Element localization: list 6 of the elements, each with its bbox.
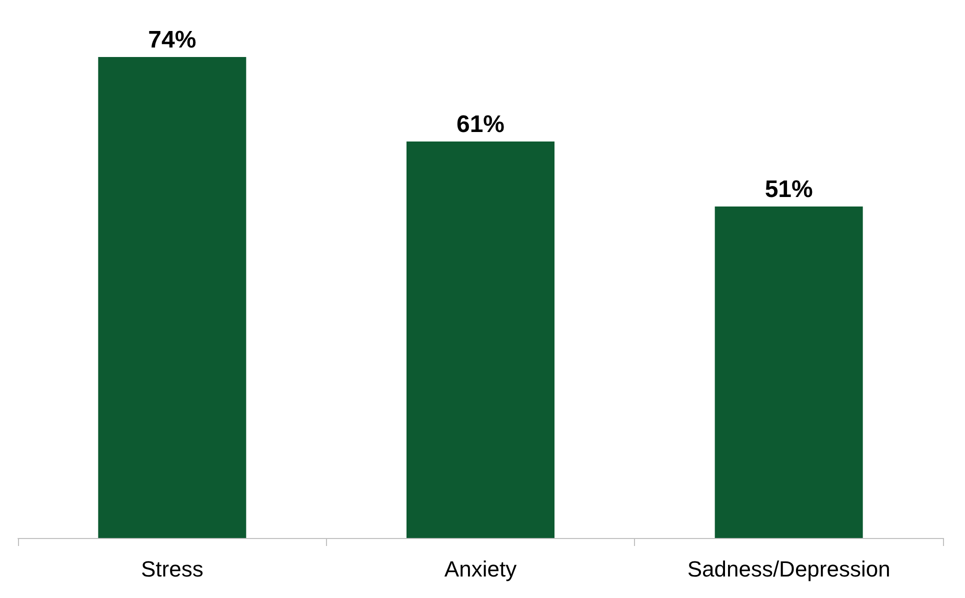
x-tick-label: Anxiety bbox=[444, 556, 517, 582]
x-tick-label: Sadness/Depression bbox=[687, 556, 890, 582]
x-tick-label: Stress bbox=[140, 556, 204, 582]
data-label: 61% bbox=[456, 111, 505, 138]
data-label: 74% bbox=[148, 26, 196, 54]
data-label: 51% bbox=[764, 176, 813, 203]
